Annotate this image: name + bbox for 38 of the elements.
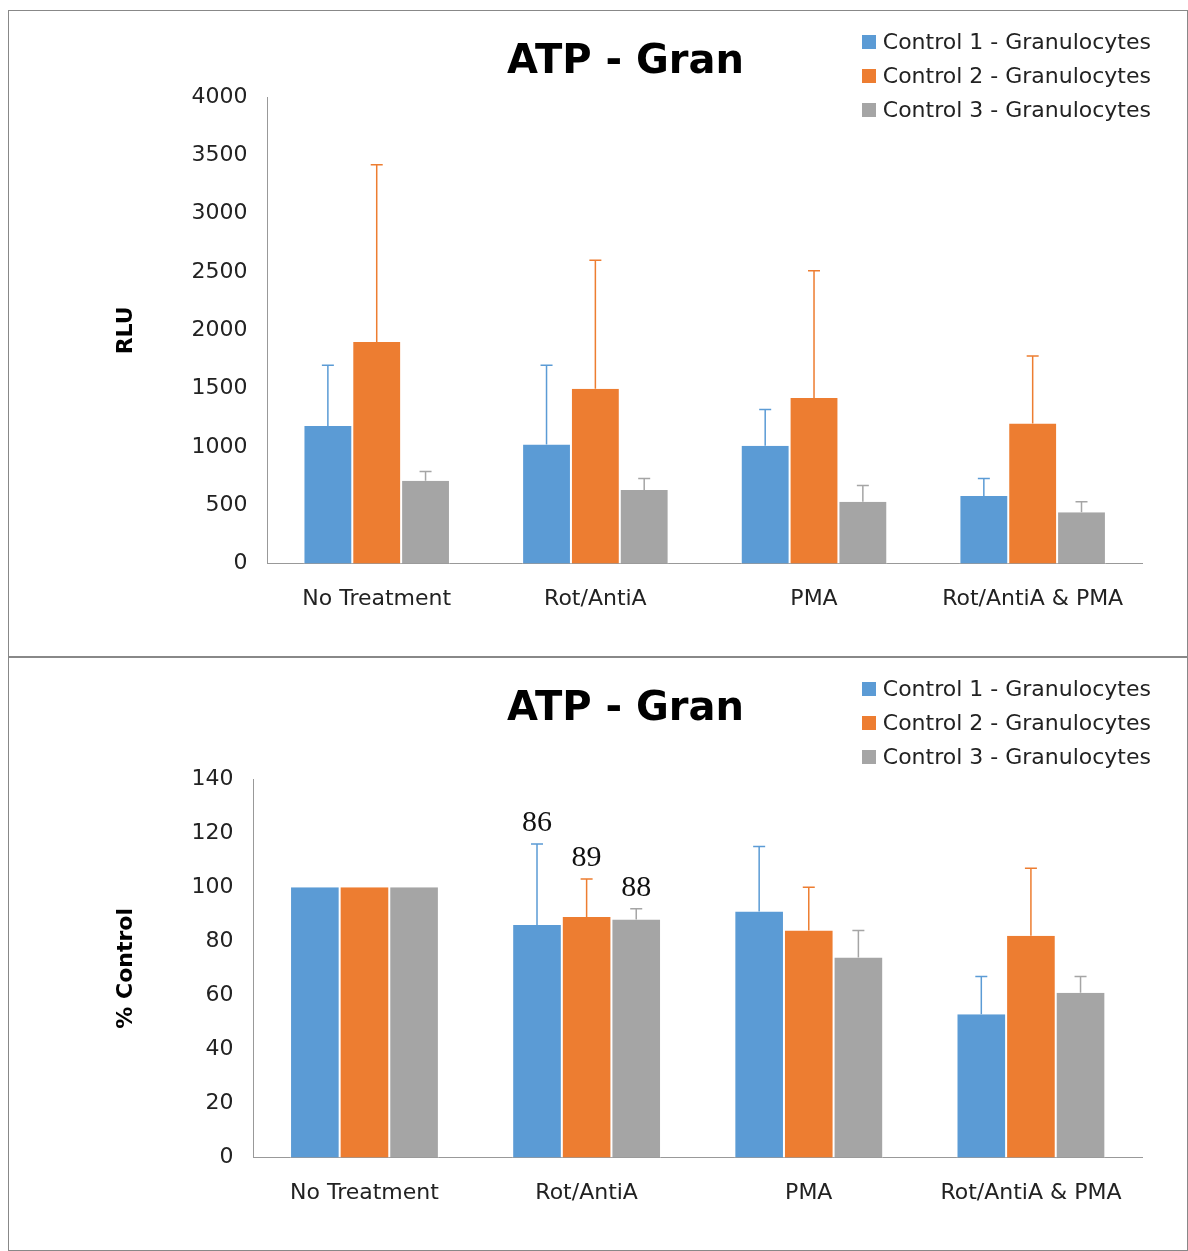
x-tick-label: Rot/AntiA [544,584,647,610]
y-tick-label: 0 [219,1143,234,1169]
y-tick-label: 80 [205,926,234,952]
data-label: 88 [621,868,652,902]
legend-label: Control 1 - Granulocytes [882,676,1151,701]
y-tick-label: 0 [233,549,248,575]
x-tick-label: PMA [785,1178,833,1204]
y-axis-title: RLU [111,306,137,355]
chart-title: ATP - Gran [507,36,744,83]
y-tick-label: 1500 [191,374,248,400]
x-tick-label: Rot/AntiA & PMA [942,584,1124,610]
x-tick-label: No Treatment [302,584,452,610]
x-tick-label: Rot/AntiA & PMA [940,1178,1122,1204]
y-tick-label: 60 [205,981,234,1007]
legend-label: Control 1 - Granulocytes [882,29,1151,54]
y-tick-label: 2000 [191,316,248,342]
y-tick-label: 2500 [191,257,248,283]
y-tick-label: 120 [191,818,234,844]
y-tick-label: 3500 [191,141,248,167]
y-tick-label: 3000 [191,199,248,225]
legend-label: Control 2 - Granulocytes [882,63,1151,88]
y-tick-label: 100 [191,872,234,898]
x-tick-label: PMA [790,584,838,610]
y-axis-title: % Control [111,907,137,1029]
legend-label: Control 3 - Granulocytes [882,744,1151,769]
legend-label: Control 3 - Granulocytes [882,97,1151,122]
data-label: 86 [522,803,553,837]
y-tick-label: 140 [191,764,234,790]
legend-label: Control 2 - Granulocytes [882,710,1151,735]
chart-title: ATP - Gran [507,683,744,730]
y-tick-label: 500 [205,490,248,516]
y-tick-label: 4000 [191,82,248,108]
y-tick-label: 40 [205,1035,234,1061]
x-tick-label: Rot/AntiA [535,1178,638,1204]
data-label: 89 [571,838,602,872]
x-tick-label: No Treatment [290,1178,440,1204]
y-tick-label: 1000 [191,432,248,458]
y-tick-label: 20 [205,1089,234,1115]
